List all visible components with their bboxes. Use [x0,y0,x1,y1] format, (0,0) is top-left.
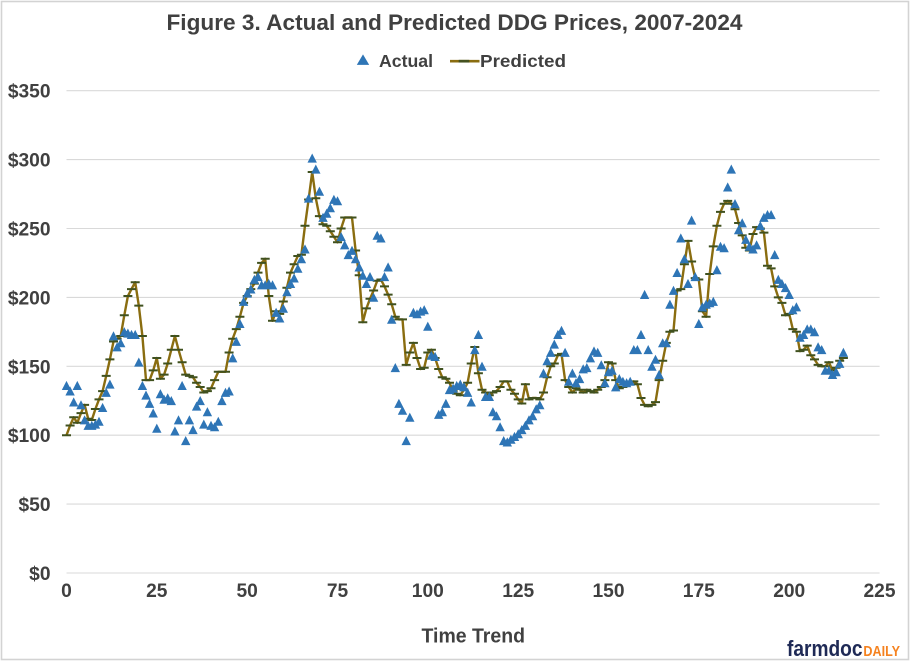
svg-text:$200: $200 [8,288,51,309]
svg-text:225: 225 [863,581,895,602]
svg-text:Time Trend: Time Trend [422,625,526,648]
svg-text:150: 150 [592,581,624,602]
svg-text:100: 100 [412,581,444,602]
svg-text:Figure 3. Actual and Predicted: Figure 3. Actual and Predicted DDG Price… [167,10,744,35]
svg-text:175: 175 [683,581,715,602]
svg-text:$50: $50 [18,495,50,516]
svg-text:$100: $100 [8,426,51,447]
svg-text:0: 0 [61,581,72,602]
svg-text:$350: $350 [8,82,51,103]
svg-text:200: 200 [773,581,805,602]
svg-text:Actual: Actual [379,51,433,71]
svg-text:$300: $300 [8,151,51,172]
svg-text:farmdoc: farmdoc [787,636,863,661]
svg-text:DAILY: DAILY [863,644,900,660]
svg-text:75: 75 [327,581,349,602]
svg-text:Predicted: Predicted [480,51,566,71]
svg-text:25: 25 [146,581,168,602]
svg-text:125: 125 [502,581,534,602]
svg-text:$0: $0 [29,564,50,585]
svg-text:$150: $150 [8,357,51,378]
svg-text:50: 50 [237,581,258,602]
svg-text:$250: $250 [8,220,51,241]
